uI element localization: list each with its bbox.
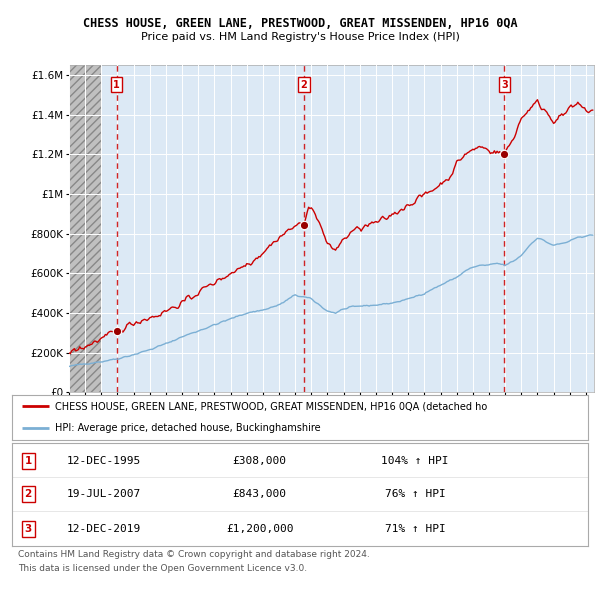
Text: 71% ↑ HPI: 71% ↑ HPI xyxy=(385,525,446,534)
Text: Price paid vs. HM Land Registry's House Price Index (HPI): Price paid vs. HM Land Registry's House … xyxy=(140,32,460,42)
Text: HPI: Average price, detached house, Buckinghamshire: HPI: Average price, detached house, Buck… xyxy=(55,424,321,434)
Text: 76% ↑ HPI: 76% ↑ HPI xyxy=(385,489,446,499)
Bar xyxy=(69,65,101,392)
Text: This data is licensed under the Open Government Licence v3.0.: This data is licensed under the Open Gov… xyxy=(18,564,307,573)
Text: £1,200,000: £1,200,000 xyxy=(226,525,293,534)
Text: 1: 1 xyxy=(113,80,120,90)
Text: 12-DEC-2019: 12-DEC-2019 xyxy=(67,525,141,534)
Text: CHESS HOUSE, GREEN LANE, PRESTWOOD, GREAT MISSENDEN, HP16 0QA (detached ho: CHESS HOUSE, GREEN LANE, PRESTWOOD, GREA… xyxy=(55,401,487,411)
Text: CHESS HOUSE, GREEN LANE, PRESTWOOD, GREAT MISSENDEN, HP16 0QA: CHESS HOUSE, GREEN LANE, PRESTWOOD, GREA… xyxy=(83,17,517,30)
Text: 2: 2 xyxy=(25,489,32,499)
Text: £843,000: £843,000 xyxy=(233,489,287,499)
Text: 3: 3 xyxy=(25,525,32,534)
Bar xyxy=(69,65,101,392)
Text: 12-DEC-1995: 12-DEC-1995 xyxy=(67,456,141,466)
Text: 104% ↑ HPI: 104% ↑ HPI xyxy=(382,456,449,466)
Text: 19-JUL-2007: 19-JUL-2007 xyxy=(67,489,141,499)
Text: £308,000: £308,000 xyxy=(233,456,287,466)
Text: 1: 1 xyxy=(25,456,32,466)
Text: 2: 2 xyxy=(301,80,307,90)
Text: Contains HM Land Registry data © Crown copyright and database right 2024.: Contains HM Land Registry data © Crown c… xyxy=(18,550,370,559)
Text: 3: 3 xyxy=(501,80,508,90)
